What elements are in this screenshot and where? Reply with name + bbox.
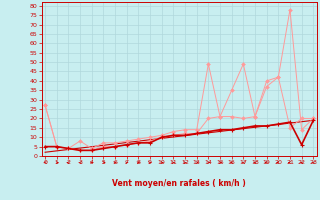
- X-axis label: Vent moyen/en rafales ( km/h ): Vent moyen/en rafales ( km/h ): [112, 179, 246, 188]
